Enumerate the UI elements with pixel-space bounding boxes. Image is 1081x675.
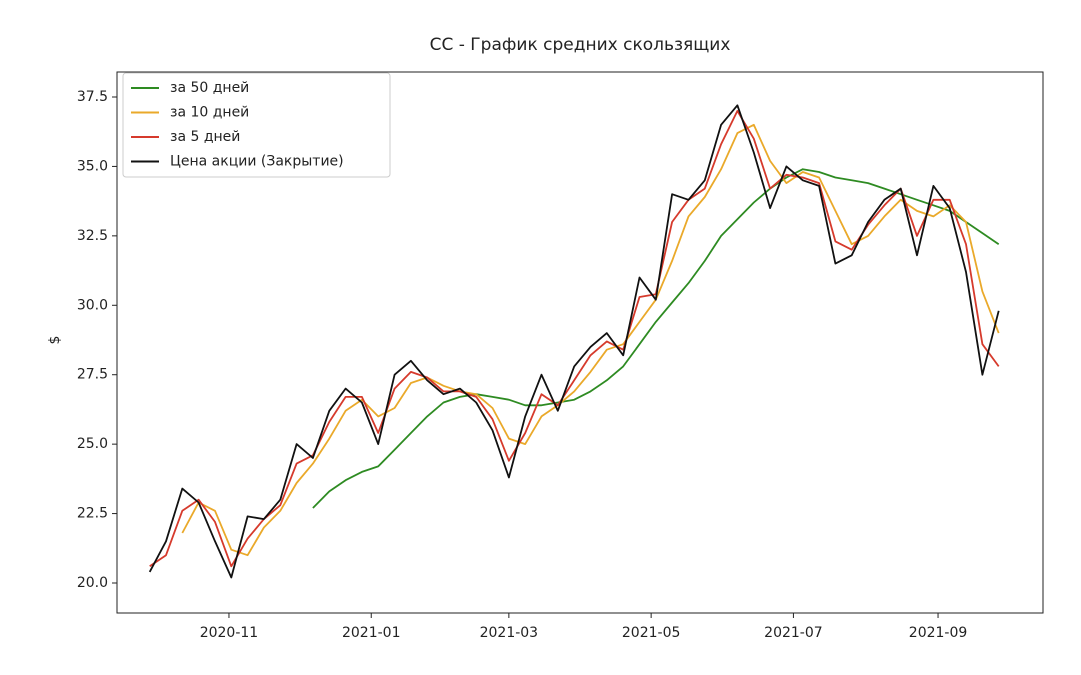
y-tick-label: 22.5: [77, 506, 108, 522]
x-tick-label: 2021-03: [480, 625, 539, 641]
y-tick-label: 20.0: [77, 575, 108, 591]
x-tick-label: 2021-09: [909, 625, 968, 641]
series-line: [181, 123, 1000, 557]
y-tick-label: 27.5: [77, 367, 108, 383]
x-tick-label: 2021-05: [622, 625, 681, 641]
series-line: [148, 104, 1000, 579]
legend-label: за 5 дней: [170, 129, 240, 145]
y-tick-label: 30.0: [77, 297, 108, 313]
legend-label: за 10 дней: [170, 105, 249, 121]
chart-title: CC - График средних скользящих: [430, 35, 731, 55]
y-axis-label: $: [47, 336, 63, 345]
series-line: [149, 110, 1000, 568]
legend-label: за 50 дней: [170, 80, 249, 96]
plot-frame: [116, 71, 1044, 614]
x-tick-label: 2021-07: [764, 625, 823, 641]
y-tick-label: 37.5: [77, 89, 108, 105]
x-tick-label: 2021-01: [342, 625, 401, 641]
y-tick-label: 32.5: [77, 228, 108, 244]
legend-box: [122, 72, 391, 178]
series-line: [312, 168, 1000, 509]
x-tick-label: 2020-11: [200, 625, 259, 641]
y-tick-label: 35.0: [77, 158, 108, 174]
y-tick-label: 25.0: [77, 436, 108, 452]
legend-label: Цена акции (Закрытие): [170, 154, 344, 170]
